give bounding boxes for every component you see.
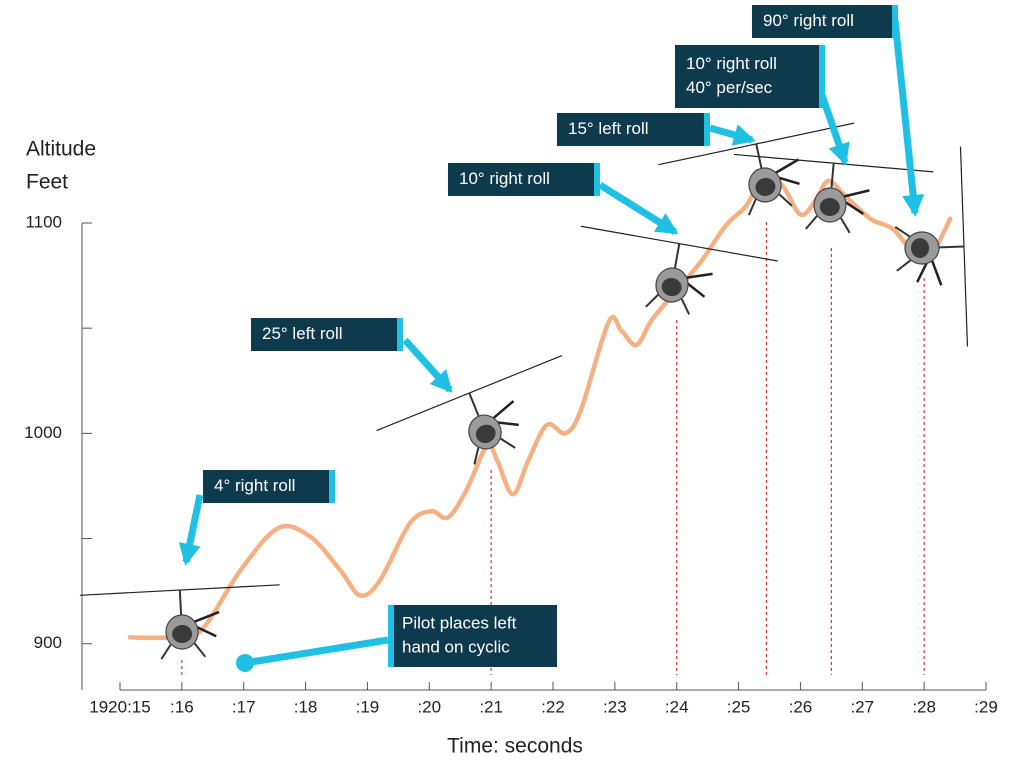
cockpit <box>172 624 193 644</box>
skid <box>500 437 516 449</box>
cockpit <box>910 238 930 259</box>
x-tick-label: :26 <box>789 697 813 716</box>
skid <box>896 259 912 272</box>
skid <box>193 642 207 658</box>
callout-text: 90° right roll <box>763 11 854 30</box>
callout-text: 15° left roll <box>568 119 649 138</box>
helicopter <box>580 225 778 315</box>
y-axis-label: Feet <box>26 171 68 194</box>
y-tick-label: 900 <box>34 633 62 652</box>
cockpit <box>819 197 840 217</box>
mast <box>673 243 681 272</box>
skid <box>747 198 757 216</box>
callout-edge <box>329 470 335 503</box>
skid <box>778 193 793 207</box>
x-tick-label: :19 <box>356 697 380 716</box>
x-tick-label: :23 <box>603 697 627 716</box>
arrow-head <box>828 141 850 166</box>
x-axis-label: Time: seconds <box>447 735 583 758</box>
y-axis-label: Altitude <box>26 138 96 161</box>
anchor-dot <box>236 654 254 672</box>
callout-text: 10° right roll <box>459 169 550 188</box>
helicopter <box>658 122 855 216</box>
arrow-head <box>731 124 756 146</box>
callout-edge <box>704 113 710 146</box>
callout-box <box>251 318 403 351</box>
x-tick-label: :22 <box>541 697 565 716</box>
skid <box>645 294 659 308</box>
callout-text: 25° left roll <box>262 324 343 343</box>
x-tick-label: :18 <box>294 697 318 716</box>
skid <box>473 447 480 465</box>
mast <box>755 143 764 172</box>
mast <box>178 590 183 619</box>
x-tick-label: :17 <box>232 697 256 716</box>
callout-edge <box>819 45 825 108</box>
x-tick-label: :21 <box>479 697 503 716</box>
y-tick-label: 1100 <box>25 212 62 231</box>
callout-text: hand on cyclic <box>402 637 510 656</box>
callout-box <box>675 45 825 108</box>
callout-box <box>203 470 335 503</box>
arrow-head <box>653 213 679 235</box>
callout-edge <box>594 163 600 196</box>
helicopter <box>733 153 934 234</box>
x-tick-label: :27 <box>850 697 874 716</box>
cockpit <box>475 424 496 444</box>
mast <box>468 392 481 420</box>
callout-edge <box>388 605 394 667</box>
x-tick-label: :20 <box>417 697 441 716</box>
callout-edge <box>397 318 403 351</box>
helicopter <box>79 584 280 660</box>
helicopter <box>894 146 969 347</box>
arrow-head <box>429 369 453 393</box>
x-tick-label: 1920:15 <box>89 697 150 716</box>
skid <box>805 215 818 230</box>
rotor <box>959 146 969 347</box>
x-tick-label: :28 <box>912 697 936 716</box>
callout-box <box>752 5 898 38</box>
arrow-head <box>178 542 201 566</box>
callout-text: 10° right roll <box>686 54 777 73</box>
callout-edge <box>892 5 898 38</box>
callout-box <box>388 605 557 667</box>
x-tick-label: :24 <box>665 697 689 716</box>
callout-arrow <box>891 19 919 214</box>
arrow-head <box>902 193 925 217</box>
helicopter <box>376 355 563 465</box>
x-tick-label: :16 <box>170 697 194 716</box>
skid <box>680 298 691 315</box>
skid <box>894 226 911 238</box>
y-tick-label: 1000 <box>24 423 62 442</box>
skid <box>160 644 172 660</box>
callout-text: 40° per/sec <box>686 78 773 97</box>
mast <box>830 163 835 192</box>
mast <box>935 245 965 249</box>
callout-text: Pilot places left <box>402 613 517 632</box>
callout-arrow <box>244 636 389 667</box>
callout-text: 4° right roll <box>214 476 295 495</box>
x-tick-label: :25 <box>727 697 751 716</box>
altitude-line <box>127 176 953 641</box>
cockpit <box>755 177 776 197</box>
rotor <box>79 584 280 596</box>
skid <box>840 217 851 234</box>
callout-box <box>557 113 710 146</box>
callout-box <box>448 163 600 196</box>
x-tick-label: :29 <box>974 697 998 716</box>
cockpit <box>661 277 682 297</box>
